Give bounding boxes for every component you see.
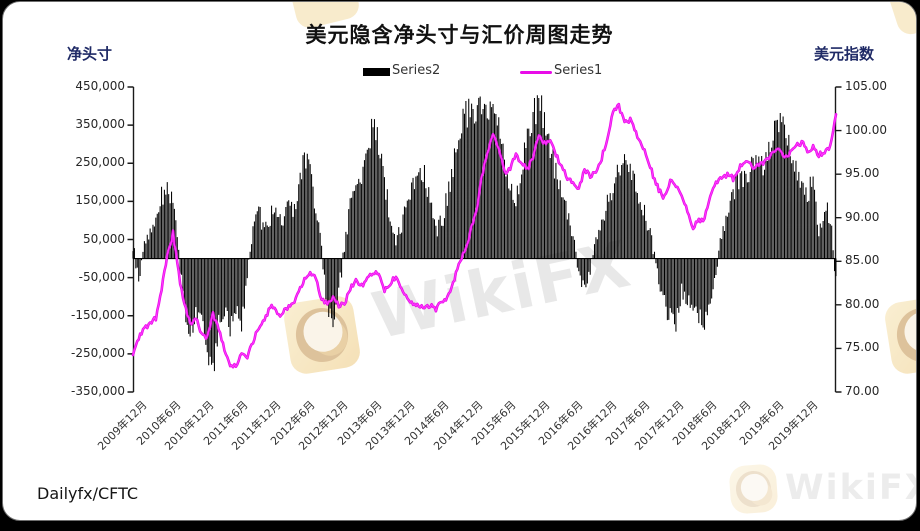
legend-bar-swatch — [363, 68, 390, 76]
right-tick-label: 100.00 — [845, 122, 887, 137]
left-tick-label: 350,000 — [75, 117, 125, 132]
right-tick-label: 105.00 — [845, 79, 887, 93]
left-tick-label: -150,000 — [71, 307, 125, 322]
left-tick-label: -350,000 — [71, 384, 125, 398]
right-tick-label: 85.00 — [845, 253, 880, 268]
left-tick-label: 50,000 — [83, 231, 125, 246]
right-tick-label: 95.00 — [845, 166, 880, 181]
right-tick-label: 90.00 — [845, 209, 880, 224]
left-tick-label: 450,000 — [75, 79, 125, 93]
right-axis-title: 美元指数 — [814, 45, 875, 63]
usd-index-line-highlight — [132, 103, 837, 368]
chart-card: WikiFX WikiFX 美元隐含净头寸与汇价周图走势 净头寸 美元指数 Se… — [2, 1, 917, 521]
right-tick-label: 70.00 — [845, 384, 880, 398]
left-axis-title: 净头寸 — [67, 45, 113, 63]
left-tick-label: -250,000 — [71, 345, 125, 360]
legend-series1-label: Series1 — [554, 63, 603, 78]
chart-plot-area — [127, 86, 842, 393]
right-tick-label: 80.00 — [845, 296, 880, 311]
legend-line-swatch — [520, 71, 552, 74]
left-tick-label: 250,000 — [75, 155, 125, 170]
chart-title: 美元隐含净头寸与汇价周图走势 — [305, 22, 614, 47]
watermark-brand-text-bottom-right: WikiFX — [785, 468, 916, 508]
axis-lines — [127, 86, 842, 393]
right-tick-label: 75.00 — [845, 340, 880, 355]
left-tick-label: -50,000 — [78, 269, 125, 284]
net-position-bars — [132, 95, 837, 372]
left-tick-label: 150,000 — [75, 193, 125, 208]
legend-series2-label: Series2 — [392, 63, 441, 78]
source-label: Dailyfx/CFTC — [37, 484, 139, 503]
